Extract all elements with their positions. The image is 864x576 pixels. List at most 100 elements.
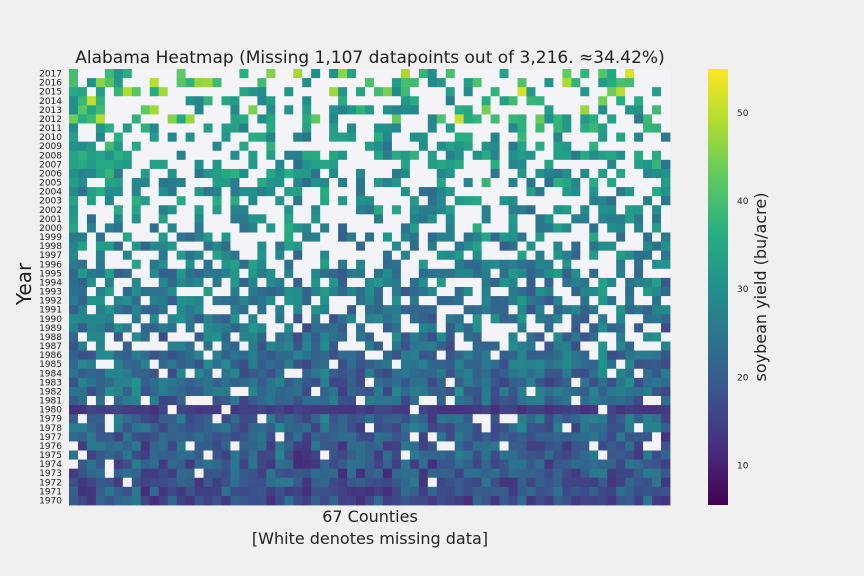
heatmap-cell [643,96,653,106]
heatmap-cell [508,441,518,451]
heatmap-cell [365,96,375,106]
heatmap-cell [230,178,240,188]
heatmap-cell [365,259,375,270]
heatmap-cell [589,277,599,288]
heatmap-cell [284,178,294,188]
heatmap-cell [69,159,79,170]
heatmap-cell [652,159,662,170]
heatmap-cell [176,296,187,306]
year-tick-label: 1990 [39,315,62,325]
heatmap-cell [69,459,79,470]
heatmap-cell [140,459,151,470]
heatmap-cell [158,332,169,342]
heatmap-cell [580,323,590,333]
year-tick-label: 1977 [39,433,62,443]
heatmap-cell [203,141,213,152]
heatmap-cell [239,241,249,252]
heatmap-cell [275,477,285,488]
heatmap-cell [284,187,294,197]
heatmap-cell [508,287,518,297]
heatmap-cell [553,87,563,97]
heatmap-cell [652,223,662,233]
heatmap-cell [598,168,608,179]
heatmap-cell [508,150,518,161]
heatmap-cell [86,277,97,288]
heatmap-cell [167,159,178,170]
heatmap-cell [571,377,581,388]
heatmap-cell [212,123,222,133]
heatmap-cell [266,405,276,415]
heatmap-cell [409,259,420,270]
colorbar [708,69,728,505]
heatmap-cell [69,132,79,143]
heatmap-cell [185,78,195,88]
heatmap-cell [589,250,599,261]
heatmap-cell [113,486,124,497]
heatmap-cell [391,287,402,297]
heatmap-cell [266,123,276,133]
heatmap-cell [212,87,222,97]
heatmap-cell [338,414,348,424]
heatmap-cell [472,277,483,288]
heatmap-cell [391,123,402,133]
heatmap-cell [194,305,204,315]
heatmap-cell [221,196,231,206]
heatmap-cell [185,241,195,252]
heatmap-cell [481,141,491,152]
heatmap-cell [571,223,581,233]
year-tick-label: 1987 [39,342,62,352]
heatmap-cell [382,368,393,379]
heatmap-cell [508,405,518,415]
heatmap-cell [490,187,500,197]
heatmap-cell [275,232,285,242]
heatmap-cell [463,168,474,179]
heatmap-cell [373,69,384,79]
heatmap-cell [400,386,411,397]
heatmap-cell [418,296,429,306]
heatmap-cell [365,87,375,97]
heatmap-cell [391,332,402,342]
heatmap-cell [311,259,321,270]
heatmap-cell [221,332,231,342]
heatmap-cell [625,468,635,479]
heatmap-cell [86,141,97,152]
heatmap-cell [508,341,518,351]
heatmap-cell [149,96,160,106]
heatmap-cell [508,78,518,88]
heatmap-cell [140,441,151,451]
heatmap-cell [544,205,554,215]
heatmap-cell [490,241,500,252]
heatmap-cell [454,405,465,415]
heatmap-cell [634,232,644,242]
heatmap-cell [391,450,402,460]
heatmap-cell [347,314,357,324]
year-tick-label: 1988 [39,333,62,343]
heatmap-cell [167,423,178,433]
heatmap-cell [257,259,267,270]
heatmap-cell [320,168,330,179]
heatmap-cell [544,114,554,124]
heatmap-cell [571,350,581,361]
heatmap-cell [284,377,294,388]
heatmap-cell [239,441,249,451]
heatmap-cell [580,414,590,424]
heatmap-cell [104,486,115,497]
heatmap-cell [302,123,312,133]
heatmap-cell [373,250,384,261]
heatmap-cell [571,87,581,97]
heatmap-cell [634,377,644,388]
heatmap-cell [248,241,258,252]
heatmap-cell [95,69,106,79]
heatmap-cell [580,232,590,242]
heatmap-cell [176,341,187,351]
heatmap-cell [481,78,491,88]
heatmap-cell [643,441,653,451]
heatmap-cell [113,105,124,115]
heatmap-cell [230,168,240,179]
heatmap-cell [472,441,483,451]
heatmap-cell [436,450,447,460]
heatmap-cell [140,323,151,333]
heatmap-cell [86,377,97,388]
heatmap-cell [661,341,671,351]
heatmap-cell [77,69,88,79]
